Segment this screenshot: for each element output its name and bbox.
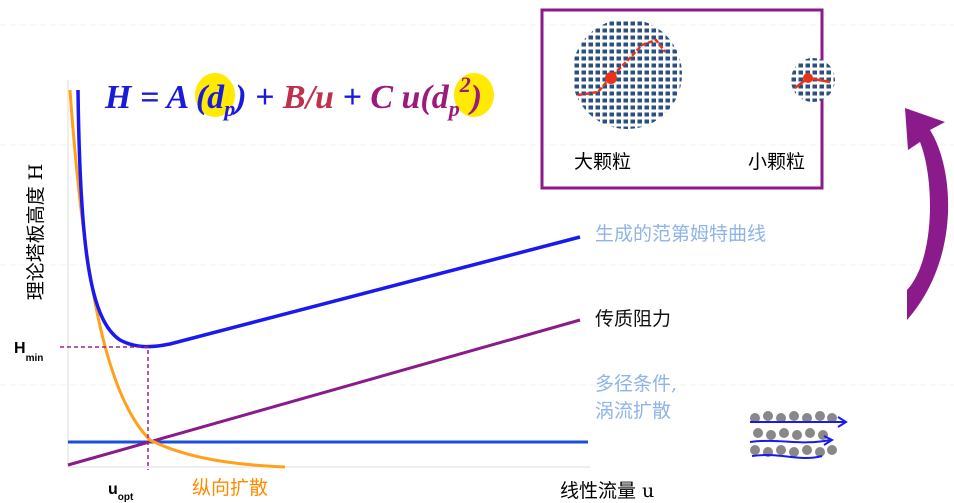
u-opt: uopt bbox=[108, 481, 134, 503]
multipath-label: 多径条件, bbox=[595, 373, 677, 395]
x-axis-title: 线性流量 u bbox=[560, 480, 654, 502]
formula: H = A (dp) + B/u + C u(dp2) bbox=[104, 72, 482, 121]
diffusion-curve bbox=[68, 89, 286, 469]
highlight bbox=[195, 73, 235, 117]
h-min: Hmin bbox=[14, 340, 43, 364]
dot bbox=[605, 72, 617, 84]
small-label: 小颗粒 bbox=[748, 151, 805, 173]
highlight bbox=[454, 73, 494, 117]
background-grid bbox=[0, 24, 954, 386]
y-axis-title: 理论塔板高度 H bbox=[25, 164, 47, 301]
dot bbox=[803, 73, 813, 83]
arrow bbox=[905, 108, 949, 320]
curve-label: 生成的范第姆特曲线 bbox=[595, 223, 766, 245]
optimum-guide bbox=[60, 346, 149, 470]
flow-arrows bbox=[749, 416, 848, 459]
multipath-label: 涡流扩散 bbox=[595, 400, 671, 422]
large-label: 大颗粒 bbox=[574, 151, 631, 173]
diffusion-label: 纵向扩散 bbox=[192, 477, 268, 499]
path bbox=[577, 38, 666, 97]
van-deemter-curve bbox=[76, 89, 581, 349]
mass-transfer-label: 传质阻力 bbox=[595, 308, 671, 330]
packing-icon bbox=[750, 411, 837, 457]
large-particle bbox=[572, 19, 682, 129]
